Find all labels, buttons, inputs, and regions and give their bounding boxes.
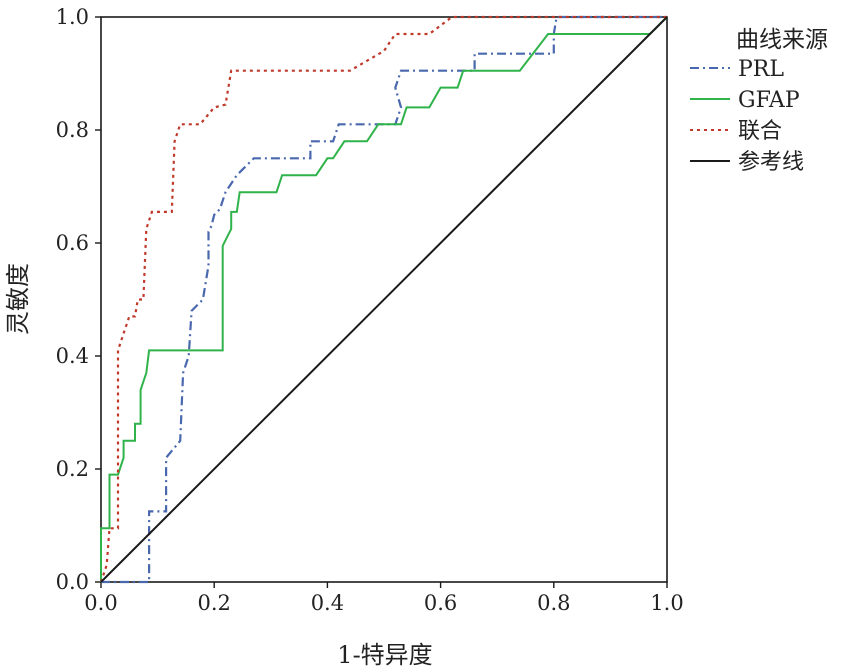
y-tick-label: 0.8 <box>56 118 89 142</box>
legend-label-联合: 联合 <box>738 119 782 144</box>
y-tick-label: 0.6 <box>56 231 89 255</box>
series-group <box>99 15 668 584</box>
series-line-参考线 <box>100 16 668 583</box>
plot-frame <box>100 16 668 583</box>
x-tick-label: 0.2 <box>197 591 230 615</box>
y-tick-label: 1.0 <box>56 5 89 29</box>
y-axis-label: 灵敏度 <box>4 263 32 335</box>
y-tick-label: 0.2 <box>56 457 89 481</box>
x-tick-label: 0.8 <box>537 591 570 615</box>
x-tick-label: 0.0 <box>84 591 117 615</box>
series-line-联合 <box>99 15 667 583</box>
legend-label-GFAP: GFAP <box>738 88 800 113</box>
y-tick-label: 0.4 <box>56 344 89 368</box>
x-tick-label: 1.0 <box>650 591 683 615</box>
x-tick-label: 0.6 <box>424 591 457 615</box>
legend-title: 曲线来源 <box>736 27 828 53</box>
x-tick-label: 0.4 <box>311 591 344 615</box>
legend-label-PRL: PRL <box>738 57 784 82</box>
series-line-GFAP <box>100 16 668 582</box>
axes: 0.0 0.2 0.4 0.6 0.8 1.0 0.0 0.2 0.4 0.6 0.8 1.0 <box>56 5 684 615</box>
legend-label-参考线: 参考线 <box>738 150 804 175</box>
y-tick-label: 0.0 <box>56 570 89 594</box>
x-axis-label: 1-特异度 <box>337 641 432 669</box>
